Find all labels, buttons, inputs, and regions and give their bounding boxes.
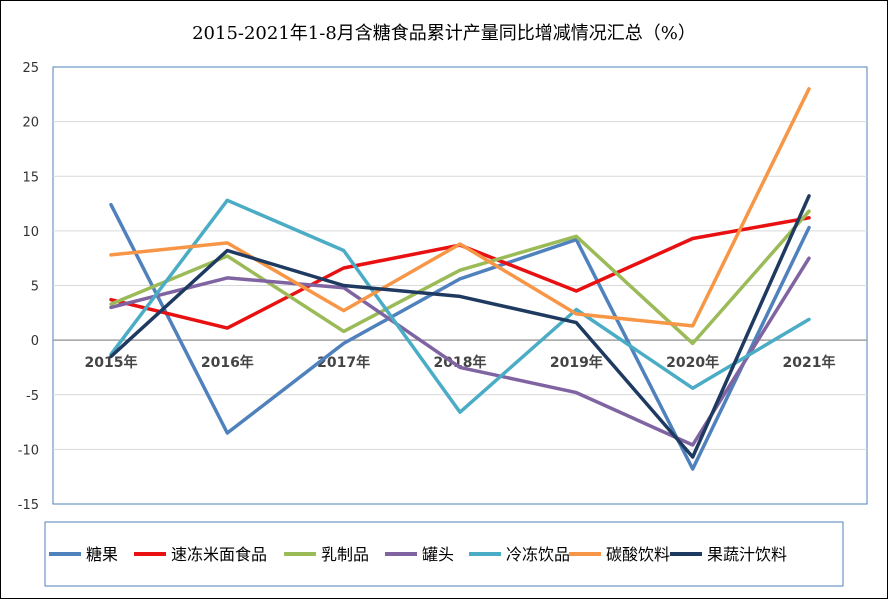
x-tick-label: 2020年 [666,354,719,371]
x-tick-label: 2017年 [317,354,370,371]
y-tick-label: -5 [26,389,39,404]
series-line-6 [109,87,811,328]
y-tick-label: -10 [18,443,39,458]
series-line-5 [109,198,811,414]
series-line-4 [109,256,811,447]
legend-label: 糖果 [86,545,118,564]
x-tick-label: 2021年 [783,354,836,371]
y-tick-label: 15 [22,170,39,185]
x-tick-label: 2015年 [85,354,138,371]
legend-label: 罐头 [422,545,454,564]
chart-title: 2015-2021年1-8月含糖食品累计产量同比增减情况汇总（%） [192,23,696,44]
y-tick-label: 10 [22,225,39,240]
y-tick-label: 5 [31,280,39,295]
series-line-1 [109,202,811,471]
y-tick-label: -15 [18,498,39,513]
legend-label: 乳制品 [321,545,369,564]
legend [44,521,844,587]
series-line-7 [109,194,811,459]
x-tick-label: 2019年 [550,354,603,371]
y-tick-label: 0 [31,334,39,349]
series-line-3 [109,209,811,346]
legend-label: 碳酸饮料 [606,545,670,564]
legend-label: 速冻米面食品 [171,545,267,564]
y-tick-label: 25 [22,61,39,76]
legend-label: 冷冻饮品 [506,545,570,564]
y-tick-label: 20 [22,116,39,131]
x-tick-label: 2016年 [201,354,254,371]
legend-label: 果蔬汁饮料 [707,545,787,564]
